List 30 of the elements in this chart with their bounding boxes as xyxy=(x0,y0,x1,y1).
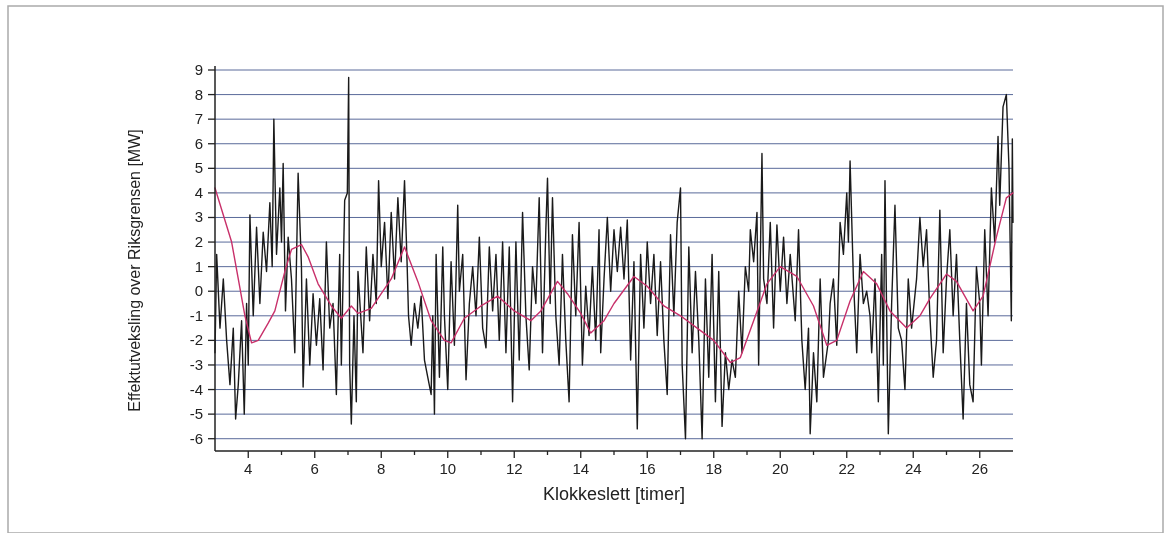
y-tick-label: 8 xyxy=(194,85,203,103)
y-tick-label: 9 xyxy=(194,61,203,78)
x-tick-label: 16 xyxy=(638,460,656,477)
x-tick-label: 24 xyxy=(904,460,922,477)
y-tick-label: -1 xyxy=(189,306,203,324)
x-tick-label: 18 xyxy=(705,460,723,477)
x-tick-label: 10 xyxy=(439,460,457,477)
x-axis-title: Klokkeslett [timer] xyxy=(542,484,686,504)
x-tick-label: 6 xyxy=(310,460,319,477)
x-tick-label: 26 xyxy=(971,460,989,477)
y-axis-title: Effektutveksling over Riksgrensen [MW] xyxy=(126,129,143,412)
y-tick-label: 6 xyxy=(194,134,203,152)
y-tick-label: 2 xyxy=(194,233,203,251)
x-tick-label: 20 xyxy=(771,460,789,477)
y-tick-label: -6 xyxy=(189,429,203,447)
y-tick-label: -3 xyxy=(189,355,203,373)
y-tick-label: 3 xyxy=(194,208,203,226)
x-tick-label: 8 xyxy=(377,460,386,477)
y-tick-label: 0 xyxy=(194,282,203,300)
x-tick-label: 22 xyxy=(838,460,856,477)
y-tick-label: -5 xyxy=(189,405,203,423)
y-tick-label: 4 xyxy=(194,183,203,201)
x-tick-label: 14 xyxy=(572,460,590,477)
y-tick-label: 5 xyxy=(194,159,203,177)
y-tick-label: 1 xyxy=(194,257,203,275)
y-tick-label: -2 xyxy=(189,331,203,349)
x-tick-label: 12 xyxy=(505,460,523,477)
x-tick-label: 4 xyxy=(244,460,253,477)
y-tick-label: 7 xyxy=(194,110,203,128)
y-tick-label: -4 xyxy=(189,380,203,398)
